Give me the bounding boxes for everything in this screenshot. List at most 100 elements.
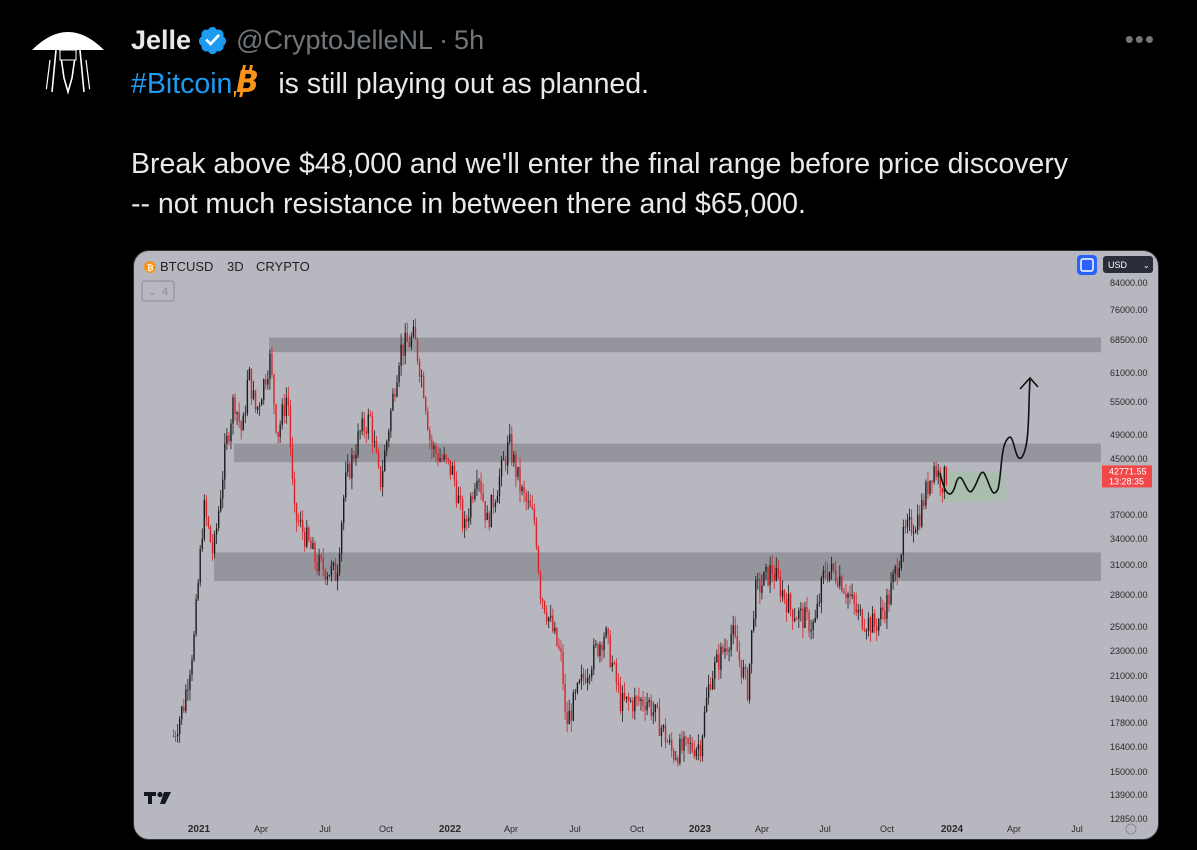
- candle-body: [943, 466, 946, 493]
- candle-body: [613, 662, 616, 664]
- candle-body: [480, 480, 482, 494]
- candle-body: [418, 361, 421, 377]
- candle-body: [347, 463, 349, 473]
- settings-icon[interactable]: [1125, 823, 1137, 835]
- candle-body: [648, 700, 650, 703]
- candle-body: [716, 654, 718, 663]
- candle-body: [306, 527, 308, 547]
- y-tick-label: 16400.00: [1110, 742, 1148, 752]
- y-tick-label: 25000.00: [1110, 622, 1148, 632]
- candle-body: [609, 634, 611, 667]
- candle-body: [277, 432, 279, 437]
- currency-select[interactable]: [1103, 256, 1153, 273]
- candle-body: [595, 643, 597, 645]
- candle-body: [773, 574, 775, 581]
- candle-body: [601, 644, 603, 651]
- indicator-toggle-button[interactable]: [141, 280, 175, 302]
- candle-body: [824, 570, 827, 574]
- hashtag-link[interactable]: #Bitcoin: [131, 68, 233, 100]
- author-handle[interactable]: @CryptoJelleNL: [236, 24, 434, 55]
- fullscreen-icon[interactable]: [1077, 255, 1097, 275]
- last-price-label: 42771.55: [1109, 466, 1147, 476]
- chart-exchange: CRYPTO: [256, 259, 310, 274]
- candle-body: [213, 534, 216, 554]
- candle-body: [414, 326, 417, 340]
- candle-body: [617, 682, 620, 686]
- candle-body: [228, 435, 230, 442]
- candle-body: [304, 531, 306, 547]
- candle-body: [302, 520, 304, 532]
- candle-body: [527, 500, 529, 502]
- x-tick-label: 2024: [941, 824, 964, 835]
- candle-body: [853, 594, 855, 604]
- candle-body: [683, 736, 685, 751]
- candle-body: [781, 590, 784, 597]
- avatar[interactable]: [30, 20, 106, 96]
- tweet-paragraph-line1: Break above $48,000 and we'll enter the …: [131, 148, 1069, 180]
- y-tick-label: 76000.00: [1110, 305, 1148, 315]
- candle-body: [488, 512, 490, 528]
- candle-body: [492, 494, 495, 508]
- candle-body: [820, 577, 823, 603]
- candle-body: [744, 666, 747, 670]
- author-name[interactable]: Jelle: [131, 24, 192, 55]
- candle-body: [365, 431, 367, 434]
- candle-body: [336, 572, 339, 581]
- candle-body: [451, 465, 454, 475]
- candle-body: [289, 405, 292, 448]
- candle-body: [359, 431, 361, 433]
- more-horizontal-icon[interactable]: •••: [1124, 24, 1155, 54]
- candle-body: [543, 601, 546, 613]
- candle-body: [519, 466, 521, 492]
- candle-body: [904, 526, 907, 528]
- tweet-header: Jelle @CryptoJelleNL · 5h: [131, 22, 484, 58]
- candle-body: [502, 459, 505, 461]
- y-tick-label: 13900.00: [1110, 790, 1148, 800]
- candle-body: [384, 450, 386, 472]
- candle-body: [783, 590, 786, 600]
- candle-body: [855, 603, 857, 613]
- candle-body: [500, 459, 503, 477]
- candle-body: [699, 744, 702, 757]
- candle-body: [535, 521, 538, 548]
- candle-body: [605, 628, 607, 637]
- candle-body: [671, 740, 673, 751]
- candle-body: [910, 516, 913, 534]
- candle-body: [812, 621, 814, 630]
- tradingview-logo[interactable]: [144, 791, 171, 804]
- candle-body: [314, 542, 316, 563]
- candle-body: [882, 607, 884, 612]
- candle-body: [578, 680, 581, 684]
- candle-body: [638, 696, 640, 702]
- candle-body: [566, 711, 568, 725]
- candle-body: [861, 609, 864, 629]
- candle-body: [273, 374, 275, 405]
- candle-body: [908, 516, 911, 520]
- tweet-media-chart[interactable]: 84000.00 76000.00 68500.00 61000.00 55000.00…: [133, 250, 1159, 840]
- y-tick-label: 45000.00: [1110, 454, 1148, 464]
- candle-body: [375, 441, 378, 453]
- candle-body: [513, 454, 515, 463]
- candle-body: [843, 591, 845, 594]
- candle-body: [775, 568, 777, 581]
- candle-body: [320, 555, 322, 559]
- candle-body: [845, 593, 847, 598]
- tweet-paragraph-line2: -- not much resistance in between there …: [131, 188, 806, 220]
- candle-body: [340, 523, 343, 554]
- candle-body: [787, 593, 790, 613]
- candle-body: [322, 558, 324, 570]
- candle-body: [636, 696, 638, 698]
- candle-body: [586, 677, 589, 683]
- candle-body: [917, 514, 919, 530]
- timestamp[interactable]: 5h: [454, 24, 485, 55]
- candle-body: [316, 562, 318, 572]
- x-tick-label: Apr: [1007, 824, 1021, 834]
- candle-body: [511, 434, 513, 463]
- candle-body: [675, 758, 677, 760]
- candle-body: [822, 570, 825, 578]
- candle-body: [619, 685, 622, 712]
- candle-body: [291, 447, 294, 479]
- candle-body: [234, 397, 236, 414]
- candle-body: [455, 480, 458, 503]
- y-tick-label: 68500.00: [1110, 335, 1148, 345]
